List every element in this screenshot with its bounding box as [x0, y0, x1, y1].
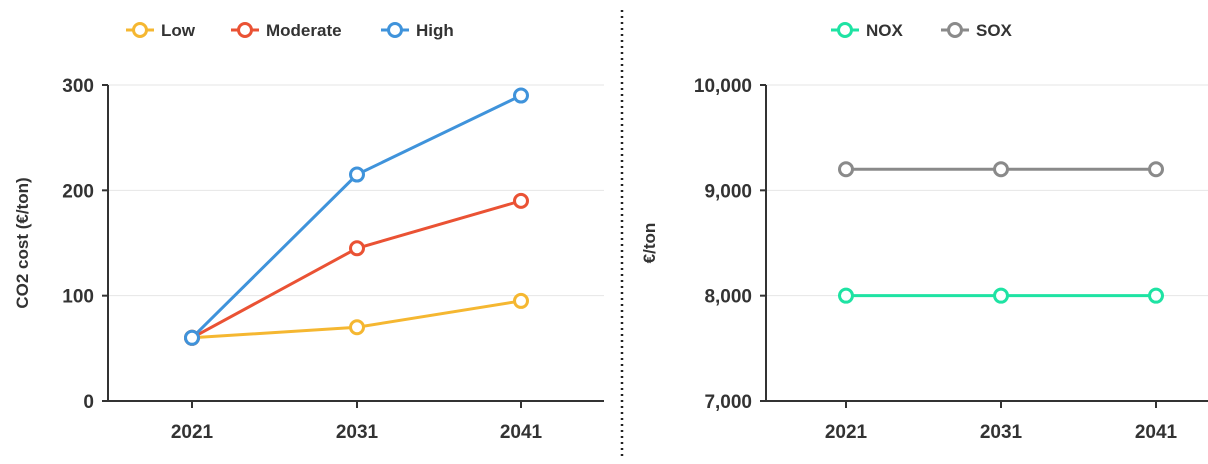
pollutant-x-tick-label: 2041 [1135, 422, 1178, 443]
legend-marker-nox [837, 22, 853, 38]
legend-marker-high [387, 22, 403, 38]
legend-item-nox[interactable]: NOX [831, 21, 904, 40]
data-point-moderate[interactable] [349, 240, 365, 257]
series-line-moderate [191, 199, 522, 340]
legend-item-moderate[interactable]: Moderate [231, 21, 342, 40]
legend-label-moderate: Moderate [266, 21, 342, 40]
co2-y-tick-label: 200 [62, 181, 94, 202]
pollutant-y-tick-label: 10,000 [694, 76, 752, 97]
co2-cost-chart: 0 100 200 300 2021 2031 2041 CO2 cost (€/ton) Lo… [13, 21, 604, 443]
legend-label-high: High [416, 21, 454, 40]
co2-x-tick-label: 2021 [171, 422, 214, 443]
data-point-sox[interactable] [993, 161, 1009, 178]
data-point-sox[interactable] [1148, 161, 1164, 178]
pollutant-y-tick-label: 9,000 [704, 181, 752, 202]
legend-item-low[interactable]: Low [126, 21, 196, 40]
data-point-high[interactable] [184, 329, 200, 346]
legend-marker-sox [947, 22, 963, 38]
data-point-high[interactable] [349, 166, 365, 183]
data-point-nox[interactable] [1148, 287, 1164, 304]
legend-marker-low [132, 22, 148, 38]
data-point-nox[interactable] [838, 287, 854, 304]
co2-x-tick-label: 2031 [336, 422, 379, 443]
pollutant-y-tick-label: 8,000 [704, 287, 752, 308]
legend-item-sox[interactable]: SOX [941, 21, 1013, 40]
pollutant-x-tick-label: 2021 [825, 422, 868, 443]
legend-item-high[interactable]: High [381, 21, 454, 40]
co2-y-tick-label: 0 [83, 392, 94, 413]
pollutant-x-tick-label: 2031 [980, 422, 1023, 443]
legend-label-low: Low [161, 21, 196, 40]
data-point-sox[interactable] [838, 161, 854, 178]
data-point-nox[interactable] [993, 287, 1009, 304]
legend-marker-moderate [237, 22, 253, 38]
legend-label-nox: NOX [866, 21, 904, 40]
nox-sox-cost-chart: 7,000 8,000 9,000 10,000 2021 2031 2041 €/ton NO… [640, 21, 1208, 443]
data-point-high[interactable] [513, 87, 529, 104]
co2-y-axis-title: CO2 cost (€/ton) [13, 177, 32, 308]
co2-y-tick-label: 300 [62, 76, 94, 97]
data-point-low[interactable] [349, 319, 365, 336]
co2-y-tick-label: 100 [62, 287, 94, 308]
pollutant-y-tick-label: 7,000 [704, 392, 752, 413]
legend-label-sox: SOX [976, 21, 1013, 40]
data-point-low[interactable] [513, 292, 529, 309]
data-point-moderate[interactable] [513, 192, 529, 209]
pollutant-y-axis-title: €/ton [640, 223, 659, 264]
co2-x-tick-label: 2041 [500, 422, 543, 443]
